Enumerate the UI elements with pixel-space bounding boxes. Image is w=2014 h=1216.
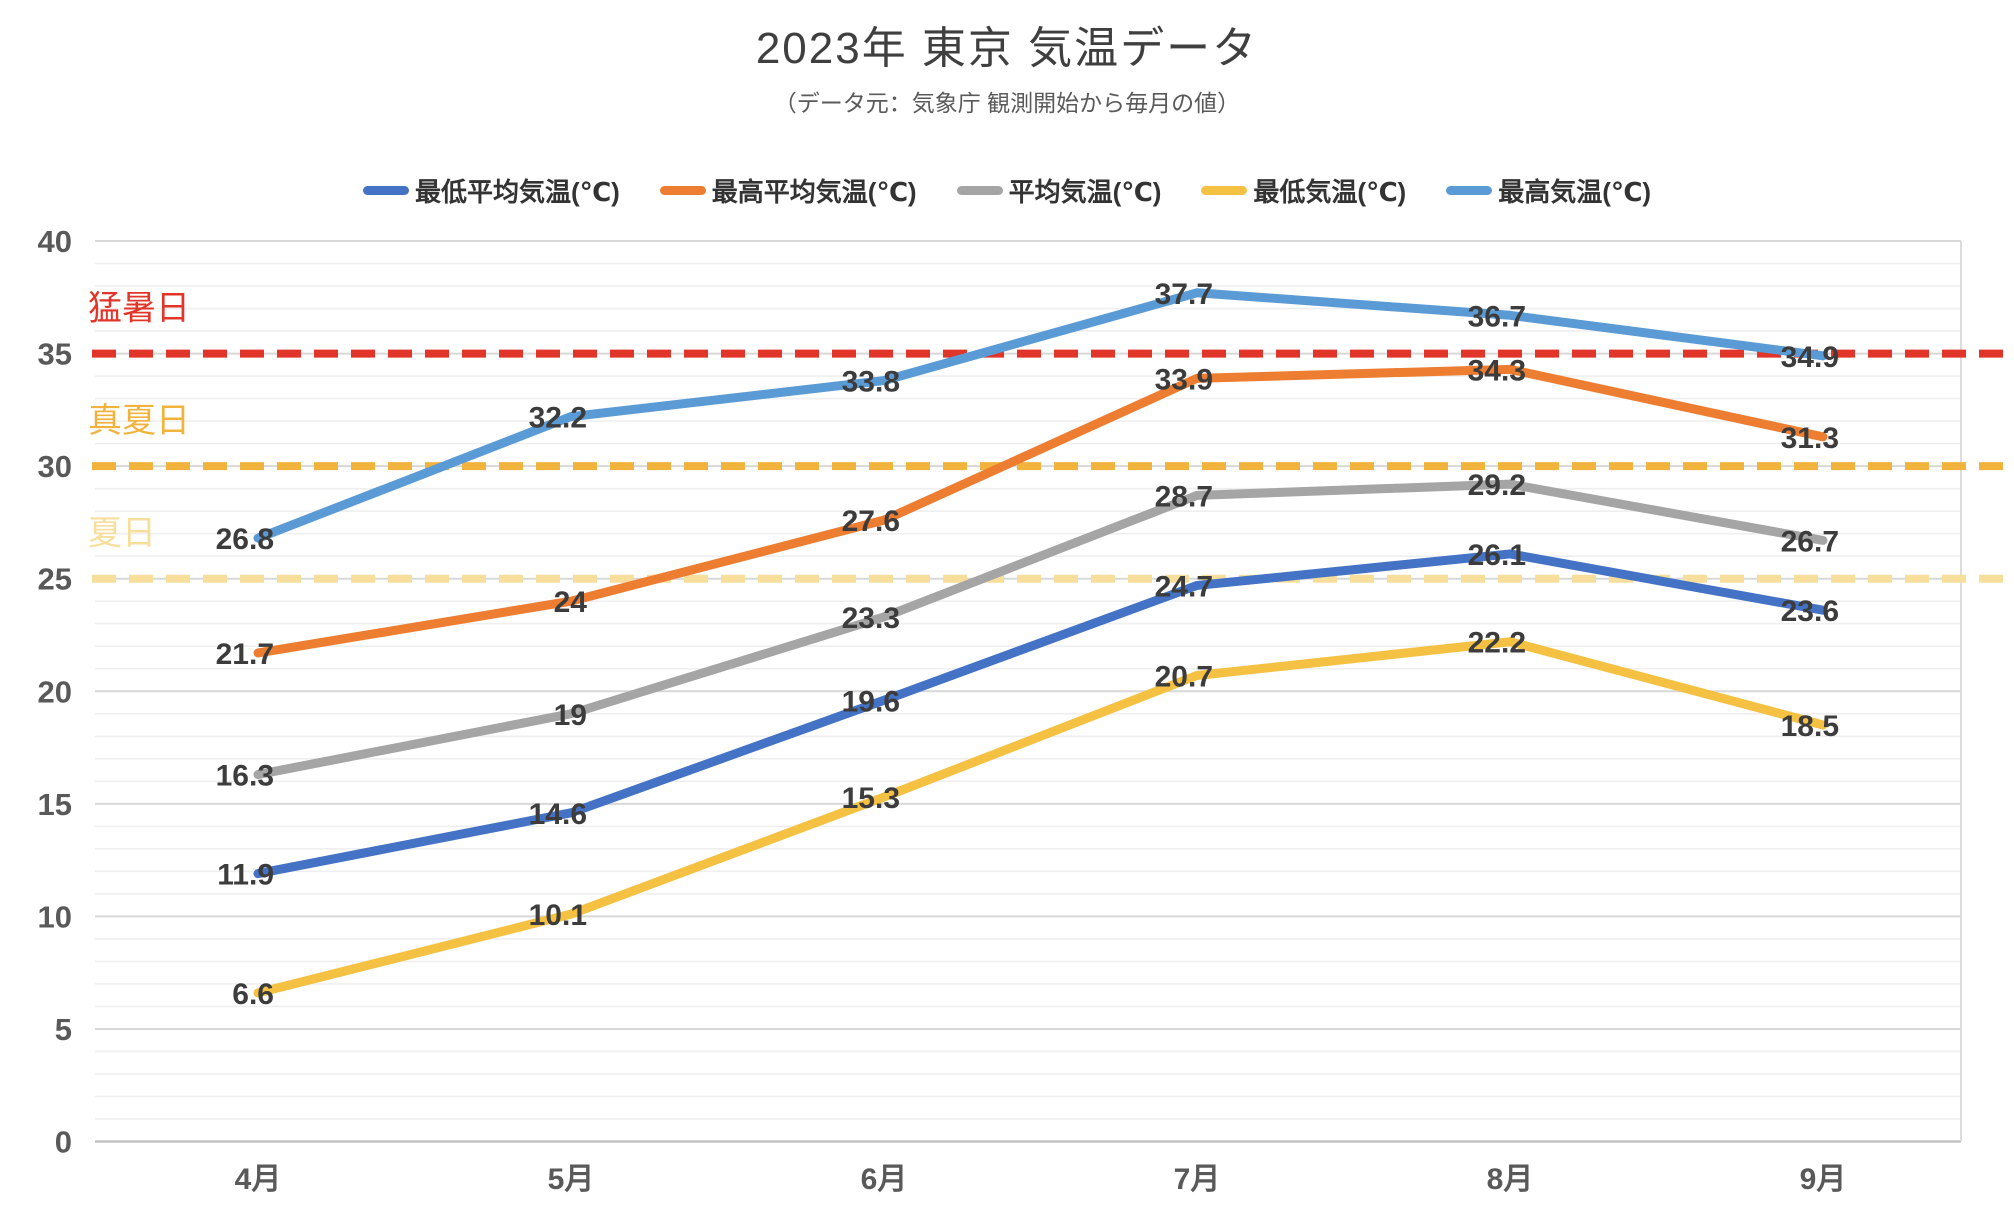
data-label: 26.7: [1781, 525, 1839, 558]
data-label: 6.6: [232, 978, 274, 1011]
data-label: 14.6: [529, 798, 587, 831]
chart-subtitle: （データ元：気象庁 観測開始から毎月の値）: [773, 90, 1241, 116]
x-axis-label: 4月: [235, 1163, 282, 1196]
data-label: 27.6: [842, 505, 900, 538]
data-label: 23.6: [1781, 595, 1839, 628]
legend-swatch-icon: [362, 186, 409, 195]
data-label: 24: [554, 586, 588, 619]
data-label: 34.9: [1781, 341, 1839, 374]
legend-item-2[interactable]: 平均気温(℃): [956, 172, 1162, 209]
data-label: 31.3: [1781, 422, 1839, 455]
y-axis-label: 15: [38, 787, 72, 822]
x-axis-label: 8月: [1487, 1163, 1534, 1196]
y-axis-label: 30: [38, 449, 72, 484]
series-line-0[interactable]: [253, 549, 1828, 879]
data-label: 18.5: [1781, 710, 1839, 743]
series-line-4[interactable]: [253, 288, 1828, 543]
series-line-3[interactable]: [253, 637, 1828, 998]
threshold-label: 夏日: [88, 515, 156, 553]
data-label: 11.9: [217, 859, 274, 892]
data-label: 29.2: [1468, 469, 1526, 502]
data-label: 37.7: [1155, 278, 1213, 311]
data-label: 19.6: [842, 685, 900, 718]
legend-label: 最低気温(℃): [1253, 177, 1407, 207]
legend-swatch-icon: [1446, 186, 1493, 195]
legend-swatch-icon: [659, 186, 706, 195]
data-label: 20.7: [1155, 660, 1213, 693]
data-label: 33.8: [842, 366, 900, 399]
data-label: 26.1: [1468, 539, 1526, 572]
data-label: 23.3: [842, 602, 900, 635]
data-label: 15.3: [842, 782, 900, 815]
legend-item-1[interactable]: 最高平均気温(℃): [659, 172, 917, 209]
data-label: 24.7: [1155, 570, 1213, 603]
legend-item-3[interactable]: 最低気温(℃): [1201, 172, 1406, 209]
x-axis-label: 7月: [1174, 1163, 1221, 1196]
chart-title: 2023年 東京 気温データ: [755, 24, 1259, 73]
legend-item-0[interactable]: 最低平均気温(℃): [362, 172, 620, 209]
y-axis-label: 40: [38, 224, 72, 259]
y-axis-label: 0: [55, 1125, 72, 1160]
data-label: 16.3: [216, 760, 274, 793]
y-axis-label: 5: [55, 1012, 72, 1047]
data-label: 22.2: [1468, 627, 1526, 660]
y-axis-label: 20: [38, 674, 72, 709]
y-axis-label: 25: [38, 562, 72, 597]
x-axis-label: 5月: [548, 1163, 595, 1196]
chart-legend: 最低平均気温(℃) 最高平均気温(℃) 平均気温(℃) 最低気温(℃) 最高気温(℃): [0, 172, 2014, 209]
data-label: 21.7: [216, 638, 274, 671]
data-label: 32.2: [529, 402, 587, 435]
legend-item-4[interactable]: 最高気温(℃): [1446, 172, 1651, 209]
data-label: 34.3: [1468, 354, 1526, 387]
data-label: 33.9: [1155, 363, 1213, 396]
y-axis-label: 35: [38, 337, 72, 372]
threshold-label: 真夏日: [88, 402, 190, 440]
legend-swatch-icon: [1201, 186, 1248, 195]
x-axis-label: 9月: [1800, 1163, 1847, 1196]
legend-label: 最高気温(℃): [1498, 177, 1652, 207]
data-label: 28.7: [1155, 480, 1213, 513]
series-line-1[interactable]: [253, 364, 1828, 658]
threshold-label: 猛暑日: [88, 290, 190, 328]
legend-label: 最低平均気温(℃): [414, 177, 620, 207]
series-line-2[interactable]: [253, 479, 1828, 780]
data-label: 19: [554, 699, 587, 732]
legend-label: 平均気温(℃): [1008, 177, 1162, 207]
data-label: 36.7: [1468, 300, 1526, 333]
x-axis-label: 6月: [861, 1163, 908, 1196]
data-label: 10.1: [529, 899, 587, 932]
legend-label: 最高平均気温(℃): [711, 177, 917, 207]
y-axis-label: 10: [38, 899, 72, 934]
legend-swatch-icon: [956, 186, 1003, 195]
data-label: 26.8: [216, 523, 274, 556]
